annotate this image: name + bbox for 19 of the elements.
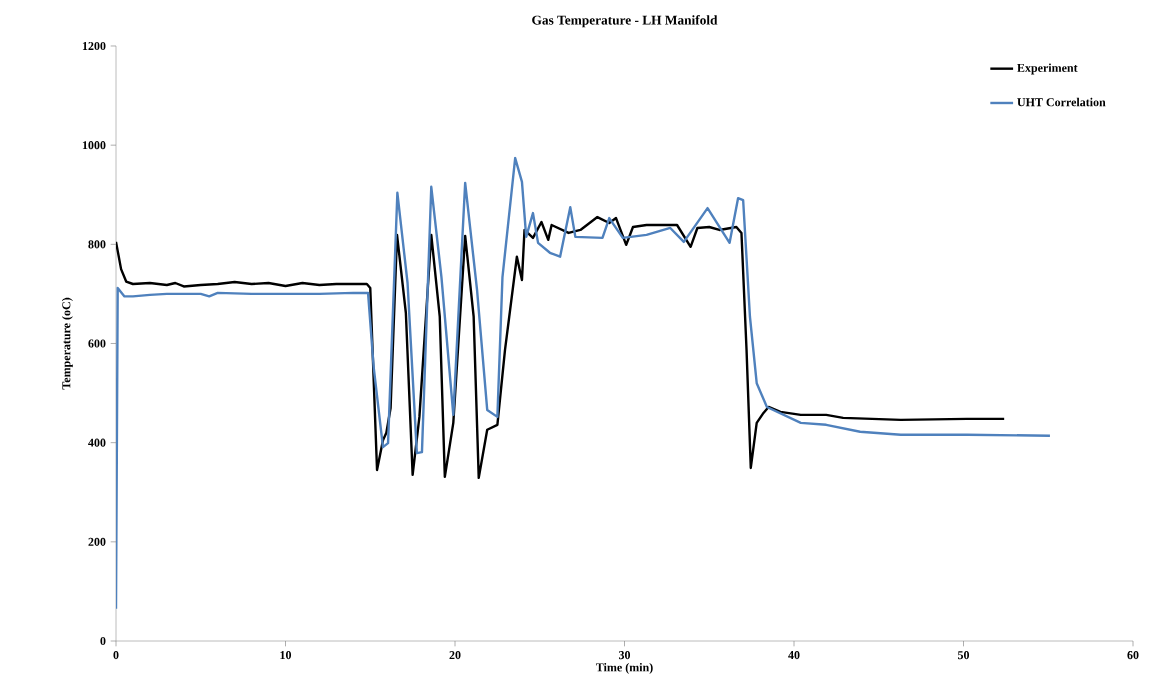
y-tick-label: 200 xyxy=(88,537,106,546)
x-tick-label: 10 xyxy=(280,651,292,660)
x-tick-label: 0 xyxy=(113,651,119,660)
y-tick-label: 0 xyxy=(100,636,106,646)
chart-title: Gas Temperature - LH Manifold xyxy=(532,15,718,28)
x-tick-label: 60 xyxy=(1127,651,1139,660)
x-tick-label: 50 xyxy=(957,651,970,660)
y-tick-label: 1000 xyxy=(82,141,106,150)
legend-label: UHT Correlation xyxy=(1017,97,1106,107)
x-tick-label: 30 xyxy=(618,651,631,660)
y-tick-label: 800 xyxy=(88,240,106,249)
x-tick-label: 20 xyxy=(449,651,461,660)
y-tick-label: 1200 xyxy=(82,41,106,51)
y-tick-label: 400 xyxy=(88,438,106,447)
x-tick-label: 40 xyxy=(788,651,800,660)
y-axis-title: Temperature (oC) xyxy=(61,297,73,390)
y-tick-label: 600 xyxy=(88,339,106,348)
legend-label: Experiment xyxy=(1017,63,1078,75)
x-axis-title: Time (min) xyxy=(595,662,653,674)
